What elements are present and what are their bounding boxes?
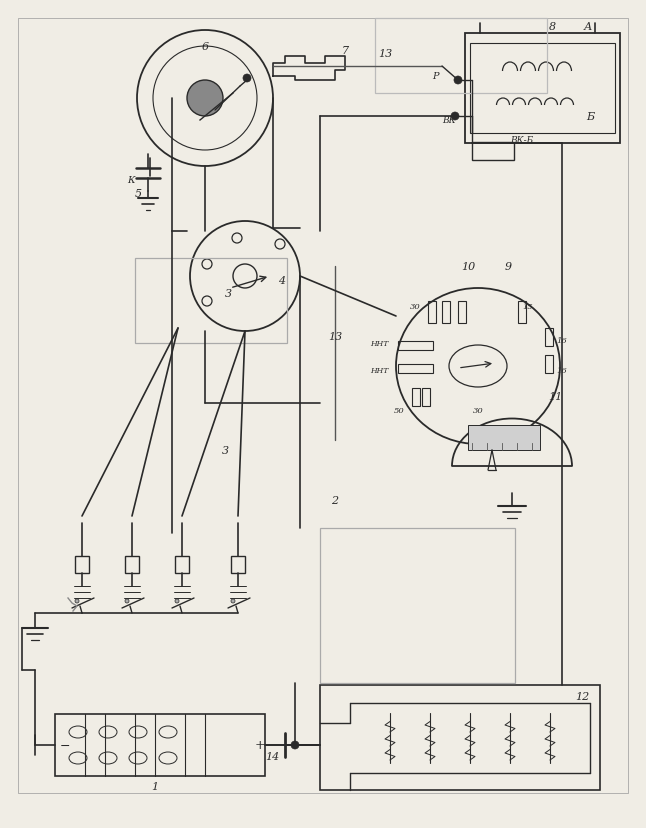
Bar [428,301,436,324]
Bar [398,342,433,350]
Bar [518,301,526,324]
Bar [375,19,547,94]
Text: 30: 30 [410,303,421,310]
Text: К: К [127,176,135,185]
Text: 6: 6 [202,42,209,52]
Circle shape [125,599,129,604]
Bar [468,426,540,450]
Bar [458,301,466,324]
Text: ННТ: ННТ [370,367,388,374]
Bar [398,364,433,373]
Bar [320,528,515,683]
Circle shape [75,599,79,604]
Circle shape [175,599,179,604]
Bar [231,556,245,573]
Text: 13: 13 [378,49,392,59]
Text: −: − [59,739,70,752]
Circle shape [231,599,235,604]
Text: 14: 14 [265,751,279,761]
Text: 15: 15 [523,303,534,310]
Text: 10: 10 [461,262,475,272]
Text: ВК: ВК [442,117,455,125]
Text: 16: 16 [557,367,567,374]
Circle shape [187,81,223,117]
Bar [175,556,189,573]
Bar [545,329,553,347]
Text: 11: 11 [548,392,562,402]
Text: 3: 3 [224,289,231,299]
Text: 13: 13 [328,331,342,342]
Text: Р: Р [432,72,438,81]
Text: 2: 2 [331,495,339,505]
Bar [422,388,430,407]
Text: 12: 12 [575,691,589,701]
Text: +: + [255,739,266,752]
Bar [470,44,615,134]
Text: 5: 5 [134,189,141,199]
Circle shape [243,75,251,83]
Text: 30: 30 [473,407,483,415]
Bar [135,258,287,344]
Text: А: А [584,22,592,32]
Bar [75,556,89,573]
Text: 3: 3 [222,445,229,455]
Text: 50: 50 [394,407,405,415]
Text: 16: 16 [557,337,567,344]
Bar [320,686,600,790]
Text: 8: 8 [548,22,556,32]
Text: 9: 9 [505,262,512,272]
Circle shape [291,741,299,749]
Circle shape [451,113,459,121]
Bar [125,556,139,573]
Text: 4: 4 [278,276,286,286]
Bar [465,34,620,144]
Bar [472,142,514,161]
Bar [442,301,450,324]
Text: 1: 1 [151,781,158,791]
Text: 7: 7 [342,46,349,56]
Text: ННТ: ННТ [370,339,388,348]
Bar [412,388,420,407]
Text: Б: Б [586,112,594,122]
Circle shape [454,77,462,85]
Bar [545,355,553,373]
Text: ВК-Б: ВК-Б [510,137,533,146]
Bar [55,714,265,776]
